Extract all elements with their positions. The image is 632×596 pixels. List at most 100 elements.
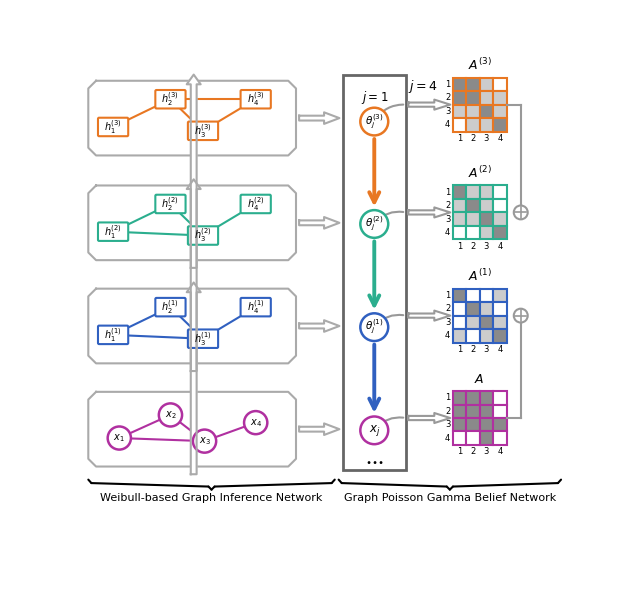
Bar — [493, 302, 507, 316]
FancyBboxPatch shape — [98, 118, 128, 136]
Circle shape — [159, 403, 182, 427]
Bar — [466, 77, 480, 91]
Bar — [493, 118, 507, 132]
Text: 4: 4 — [445, 331, 450, 340]
Bar — [466, 329, 480, 343]
Bar — [480, 212, 493, 226]
Bar — [453, 316, 466, 329]
Bar — [453, 118, 466, 132]
Polygon shape — [408, 100, 450, 110]
FancyBboxPatch shape — [98, 222, 128, 241]
Text: $h_1^{(2)}$: $h_1^{(2)}$ — [104, 223, 122, 241]
Bar — [453, 391, 466, 405]
Polygon shape — [88, 81, 296, 156]
Bar — [466, 226, 480, 240]
Text: $x_3$: $x_3$ — [198, 435, 210, 447]
Bar — [493, 391, 507, 405]
Polygon shape — [186, 179, 201, 371]
Bar — [493, 432, 507, 445]
Text: $h_4^{(3)}$: $h_4^{(3)}$ — [246, 91, 265, 108]
Bar — [453, 329, 466, 343]
Text: $h_4^{(1)}$: $h_4^{(1)}$ — [246, 298, 265, 316]
Bar — [480, 405, 493, 418]
Text: $h_3^{(3)}$: $h_3^{(3)}$ — [194, 122, 212, 139]
Text: 1: 1 — [457, 134, 462, 143]
Polygon shape — [299, 320, 339, 332]
Bar — [493, 105, 507, 118]
Text: 4: 4 — [497, 242, 502, 251]
Text: 2: 2 — [470, 134, 475, 143]
Bar — [466, 432, 480, 445]
Bar — [453, 91, 466, 105]
Bar — [480, 91, 493, 105]
Text: 1: 1 — [445, 291, 450, 300]
Text: 2: 2 — [445, 94, 450, 103]
Polygon shape — [408, 207, 450, 218]
Text: $\bullet$: $\bullet$ — [365, 456, 372, 466]
Bar — [466, 118, 480, 132]
Text: 3: 3 — [483, 134, 489, 143]
FancyBboxPatch shape — [98, 325, 128, 344]
Bar — [480, 118, 493, 132]
FancyBboxPatch shape — [188, 330, 218, 348]
Polygon shape — [299, 112, 339, 124]
FancyBboxPatch shape — [188, 122, 218, 140]
Bar — [453, 77, 466, 91]
Text: 3: 3 — [483, 447, 489, 457]
Text: 4: 4 — [445, 434, 450, 443]
Bar — [480, 418, 493, 432]
Text: 1: 1 — [445, 393, 450, 402]
Bar — [480, 185, 493, 199]
Bar — [466, 91, 480, 105]
Text: $A$: $A$ — [475, 374, 485, 386]
Text: $h_2^{(3)}$: $h_2^{(3)}$ — [161, 91, 179, 108]
Text: $h_3^{(2)}$: $h_3^{(2)}$ — [194, 226, 212, 244]
Bar — [453, 288, 466, 302]
Text: $j=1$: $j=1$ — [361, 89, 388, 106]
Bar — [466, 212, 480, 226]
Text: $x_4$: $x_4$ — [250, 417, 262, 429]
Text: 2: 2 — [470, 345, 475, 354]
Text: 3: 3 — [483, 345, 489, 354]
Text: 1: 1 — [457, 345, 462, 354]
Text: $\bullet$: $\bullet$ — [377, 456, 384, 466]
Text: $x_j$: $x_j$ — [368, 423, 380, 438]
Bar — [453, 105, 466, 118]
FancyBboxPatch shape — [241, 90, 271, 108]
Bar — [453, 226, 466, 240]
Text: $x_2$: $x_2$ — [165, 409, 176, 421]
Bar — [466, 185, 480, 199]
Bar — [480, 302, 493, 316]
Text: $A^{(1)}$: $A^{(1)}$ — [468, 268, 492, 284]
Bar — [480, 316, 493, 329]
Bar — [480, 199, 493, 212]
Bar — [480, 105, 493, 118]
Bar — [493, 316, 507, 329]
Text: 4: 4 — [445, 228, 450, 237]
Polygon shape — [186, 74, 201, 268]
Text: 4: 4 — [497, 134, 502, 143]
Polygon shape — [299, 423, 339, 435]
Text: $h_2^{(1)}$: $h_2^{(1)}$ — [161, 298, 179, 316]
Bar — [466, 391, 480, 405]
Bar — [453, 302, 466, 316]
Text: $h_1^{(1)}$: $h_1^{(1)}$ — [104, 326, 122, 344]
Text: 2: 2 — [470, 242, 475, 251]
Circle shape — [193, 430, 216, 453]
Bar — [493, 288, 507, 302]
Polygon shape — [88, 288, 296, 364]
Bar — [466, 288, 480, 302]
Bar — [453, 212, 466, 226]
Text: 3: 3 — [483, 242, 489, 251]
Bar — [493, 91, 507, 105]
Text: 2: 2 — [445, 305, 450, 313]
Bar — [466, 418, 480, 432]
Text: 2: 2 — [445, 201, 450, 210]
Polygon shape — [88, 185, 296, 260]
Text: $\theta_j^{(3)}$: $\theta_j^{(3)}$ — [365, 112, 384, 131]
Text: $A^{(3)}$: $A^{(3)}$ — [468, 57, 492, 73]
Polygon shape — [186, 283, 201, 474]
Polygon shape — [408, 311, 450, 321]
Bar — [453, 432, 466, 445]
Circle shape — [107, 427, 131, 449]
